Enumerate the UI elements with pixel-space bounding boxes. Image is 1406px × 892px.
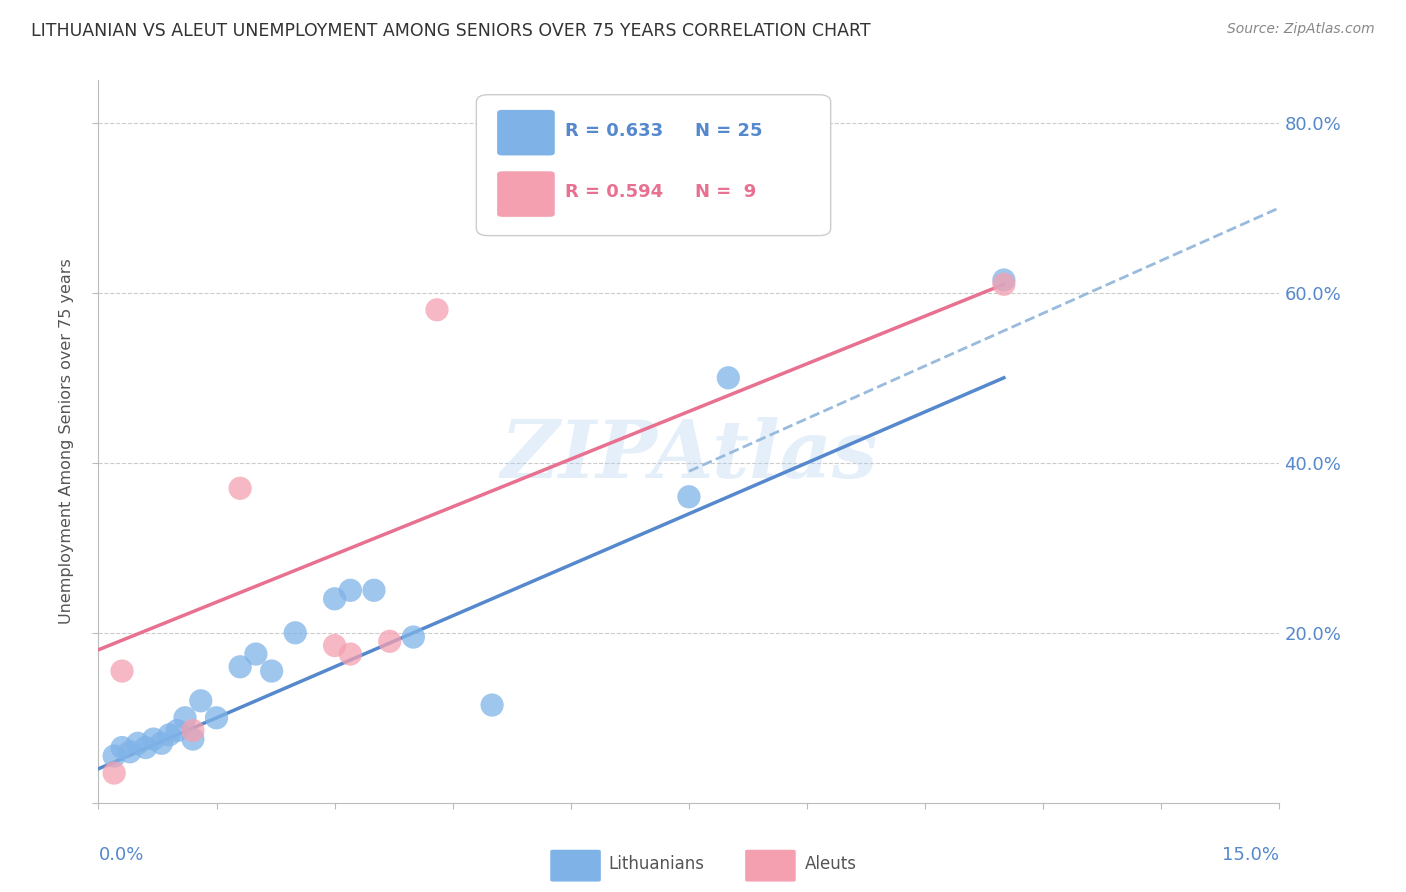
Point (245, 647, 267, 661)
Point (111, 740, 134, 755)
Point (678, 490, 700, 504)
Point (323, 639, 346, 653)
Point (284, 625, 307, 640)
Text: Aleuts: Aleuts (804, 855, 856, 873)
Point (229, 660, 252, 674)
Point (127, 736, 149, 750)
Point (142, 732, 165, 747)
Point (339, 647, 361, 661)
Point (111, 664, 134, 678)
Text: Lithuanians: Lithuanians (609, 855, 704, 873)
Point (481, 698, 503, 712)
Text: Source: ZipAtlas.com: Source: ZipAtlas.com (1227, 22, 1375, 37)
Point (993, 273, 1015, 287)
Point (150, 736, 173, 750)
Text: R = 0.594: R = 0.594 (565, 183, 664, 202)
Point (190, 694, 212, 708)
Text: N = 25: N = 25 (695, 122, 762, 140)
Point (229, 481, 252, 495)
Point (103, 749, 125, 764)
Point (157, 728, 180, 742)
FancyBboxPatch shape (496, 170, 555, 218)
Text: N =  9: N = 9 (695, 183, 756, 202)
FancyBboxPatch shape (550, 849, 602, 882)
FancyBboxPatch shape (477, 95, 831, 235)
Point (181, 732, 204, 747)
Point (402, 630, 425, 644)
Y-axis label: Unemployment Among Seniors over 75 years: Unemployment Among Seniors over 75 years (59, 259, 75, 624)
Point (339, 583, 361, 598)
Point (181, 723, 204, 738)
Point (135, 740, 157, 755)
Text: 15.0%: 15.0% (1222, 847, 1279, 864)
Point (717, 371, 740, 385)
Text: ZIPAtlas: ZIPAtlas (501, 417, 877, 495)
Point (378, 634, 401, 648)
Point (205, 711, 228, 725)
Point (363, 583, 385, 598)
Point (118, 745, 141, 759)
Text: 0.0%: 0.0% (98, 847, 143, 864)
FancyBboxPatch shape (744, 849, 796, 882)
FancyBboxPatch shape (496, 109, 555, 156)
Text: LITHUANIAN VS ALEUT UNEMPLOYMENT AMONG SENIORS OVER 75 YEARS CORRELATION CHART: LITHUANIAN VS ALEUT UNEMPLOYMENT AMONG S… (31, 22, 870, 40)
Point (260, 664, 283, 678)
Point (166, 723, 188, 738)
Point (103, 766, 125, 780)
Point (993, 277, 1015, 292)
Point (174, 711, 197, 725)
Point (426, 302, 449, 317)
Point (323, 591, 346, 606)
Text: R = 0.633: R = 0.633 (565, 122, 664, 140)
